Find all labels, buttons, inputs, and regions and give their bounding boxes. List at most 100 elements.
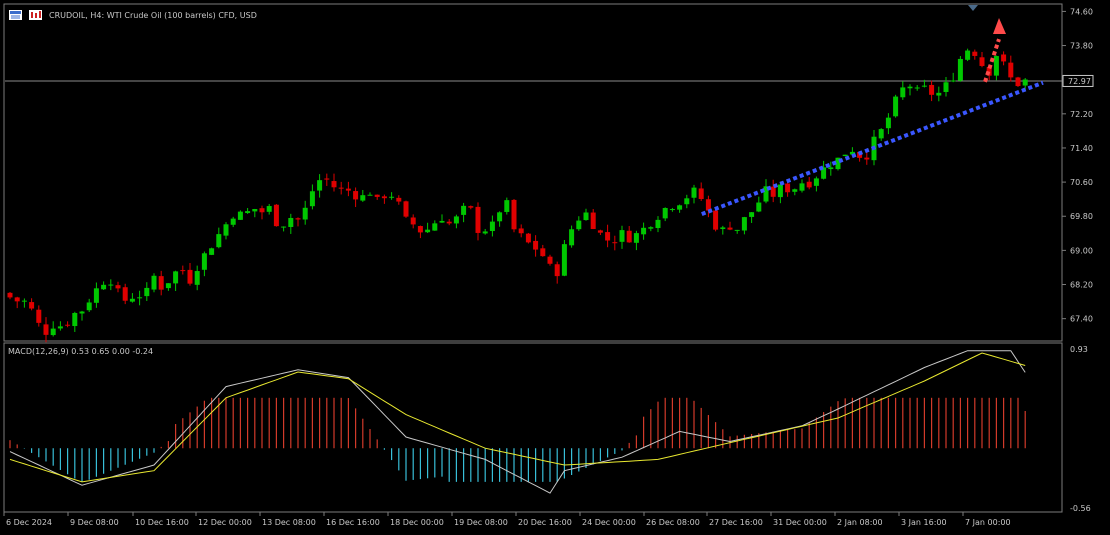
bear-candle [698,188,704,200]
bull-candle [669,209,675,211]
bear-candle [533,240,539,250]
bear-candle [864,157,870,160]
bull-candle [684,198,690,205]
time-tick-label: 10 Dec 16:00 [135,518,189,527]
bull-candle [893,96,899,117]
chart-title: CRUDOIL, H4: WTI Crude Oil (100 barrels)… [49,11,257,20]
bull-candle [461,205,467,215]
bear-candle [417,226,423,233]
bull-candle [633,233,639,243]
bear-candle [547,256,553,264]
time-tick-label: 9 Dec 08:00 [70,518,119,527]
price-tick-label: 72.20 [1070,110,1093,119]
bull-candle [57,326,63,329]
bear-candle [65,324,71,326]
bull-candle [561,244,567,276]
bull-candle [209,248,215,255]
bull-candle [821,167,827,179]
bull-candle [763,186,769,202]
bull-candle [569,229,575,246]
bull-candle [965,50,971,60]
bull-candle [165,283,171,289]
bear-candle [468,206,474,208]
bull-candle [749,212,755,217]
chart-type-icon[interactable] [29,10,42,20]
bull-candle [245,211,251,214]
time-tick-label: 13 Dec 08:00 [262,518,316,527]
bull-candle [439,220,445,223]
bear-candle [396,197,402,202]
price-tick-label: 73.80 [1070,42,1093,51]
bear-candle [403,201,409,217]
macd-line [9,350,1026,494]
price-tick-label: 69.00 [1070,246,1093,255]
bull-candle [648,227,654,229]
price-tick-label: 67.40 [1070,315,1093,324]
bear-candle [295,218,301,220]
time-tick-label: 2 Jan 08:00 [837,518,883,527]
bear-candle [14,297,20,302]
macd-histogram [9,397,1026,482]
bear-candle [43,324,49,335]
time-tick-label: 20 Dec 16:00 [518,518,572,527]
time-axis: 6 Dec 2024 9 Dec 08:00 10 Dec 16:00 12 Dec … [3,512,1011,527]
macd-label: MACD(12,26,9) 0.53 0.65 0.00 -0.24 [8,347,153,356]
bull-candle [201,253,207,270]
time-tick-label: 26 Dec 08:00 [646,518,700,527]
bull-candle [720,227,726,229]
bull-candle [360,195,366,201]
bull-candle [504,200,510,212]
bull-candle [223,224,229,236]
bear-candle [331,181,337,188]
bear-candle [324,178,330,180]
bull-candle [957,58,963,81]
bull-candle [367,194,373,196]
window-icon[interactable] [9,10,22,20]
bull-candle [151,275,157,290]
bull-candle [950,80,956,82]
bull-candle [756,202,762,212]
macd-tick-label: 0.93 [1070,345,1088,354]
price-axis: 74.6073.8073.0072.2071.4070.6069.8069.00… [1062,7,1093,324]
bull-candle [50,328,56,336]
bear-candle [929,84,935,95]
bull-candle [317,180,323,191]
bull-candle [914,87,920,89]
bear-candle [525,233,531,243]
bull-candle [173,271,179,284]
bear-candle [626,230,632,243]
bull-candle [734,229,740,231]
bear-candle [1001,54,1007,62]
bull-candle [237,211,243,220]
bull-candle [389,196,395,198]
bull-candle [799,183,805,191]
bull-candle [777,184,783,198]
bear-candle [597,230,603,233]
bull-candle [425,229,431,233]
bull-candle [583,212,589,221]
bull-candle [792,189,798,192]
bull-candle [885,117,891,129]
bull-candle [907,86,913,89]
bull-candle [302,207,308,220]
bear-candle [29,302,35,309]
bear-candle [158,276,164,290]
bear-candle [612,242,618,244]
time-tick-label: 24 Dec 00:00 [582,518,636,527]
bear-candle [7,292,13,298]
trendline [701,80,1044,216]
bull-candle [828,167,834,170]
time-tick-label: 6 Dec 2024 [6,518,52,527]
time-tick-label: 19 Dec 08:00 [454,518,508,527]
time-tick-label: 12 Dec 00:00 [198,518,252,527]
bear-candle [986,67,992,76]
bear-candle [770,186,776,197]
forecast-arrow-head [993,18,1006,34]
bull-candle [662,208,668,219]
bull-candle [482,231,488,234]
bull-candle [1022,79,1028,86]
bear-candle [590,212,596,230]
price-tick-label: 70.60 [1070,178,1093,187]
bull-candle [129,298,135,302]
chart-shift-marker[interactable] [968,5,978,11]
